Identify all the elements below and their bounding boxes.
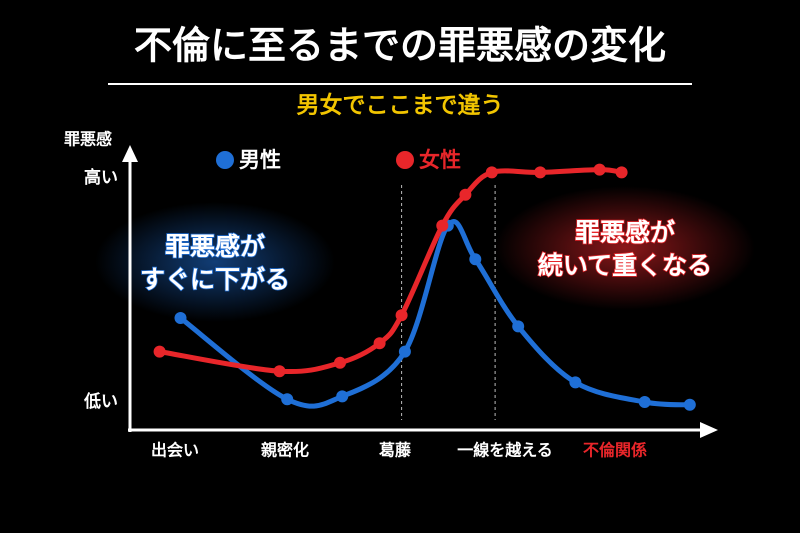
x-tick-label: 親密化 bbox=[261, 441, 309, 460]
x-tick-label: 葛藤 bbox=[379, 441, 412, 460]
point bbox=[534, 166, 547, 179]
legend-label: 女性 bbox=[419, 148, 461, 172]
point bbox=[334, 356, 346, 369]
point bbox=[593, 163, 606, 176]
annotation: 罪悪感が bbox=[575, 218, 675, 247]
glow bbox=[495, 186, 755, 310]
subtitle: 男女でここまで違う bbox=[297, 92, 504, 119]
point bbox=[336, 390, 349, 403]
point bbox=[395, 309, 408, 322]
y-tick-label: 低い bbox=[83, 391, 118, 412]
annotation: 罪悪感が bbox=[165, 232, 265, 261]
point bbox=[469, 253, 482, 266]
glow bbox=[95, 202, 335, 322]
point bbox=[273, 365, 286, 378]
line bbox=[157, 167, 625, 375]
point bbox=[569, 376, 582, 389]
y-tick-label: 高い bbox=[84, 167, 118, 188]
legend-marker bbox=[216, 151, 234, 169]
legend-label: 男性 bbox=[239, 148, 281, 172]
y-axis-label: 罪悪感 bbox=[64, 130, 112, 149]
point bbox=[485, 166, 498, 179]
legend-marker bbox=[396, 151, 414, 169]
annotation: 続いて重くなる bbox=[538, 251, 712, 280]
point bbox=[281, 393, 294, 406]
x-tick-label: 出会い bbox=[151, 441, 199, 460]
point bbox=[615, 166, 628, 179]
x-arrow bbox=[700, 422, 718, 438]
point bbox=[436, 219, 449, 232]
x-tick-label: 一線を越える bbox=[457, 441, 553, 460]
annotation: すぐに下がる bbox=[140, 265, 290, 294]
y-arrow bbox=[122, 145, 138, 162]
point bbox=[398, 345, 411, 358]
x-tick-label: 不倫関係 bbox=[583, 441, 647, 460]
point bbox=[153, 345, 166, 358]
point bbox=[683, 398, 696, 411]
line bbox=[178, 219, 693, 409]
point bbox=[459, 188, 472, 201]
point bbox=[174, 312, 187, 324]
point bbox=[512, 320, 525, 333]
chart-title: 不倫に至るまでの罪悪感の変化 bbox=[134, 24, 666, 68]
point bbox=[373, 337, 386, 350]
point bbox=[638, 396, 651, 408]
